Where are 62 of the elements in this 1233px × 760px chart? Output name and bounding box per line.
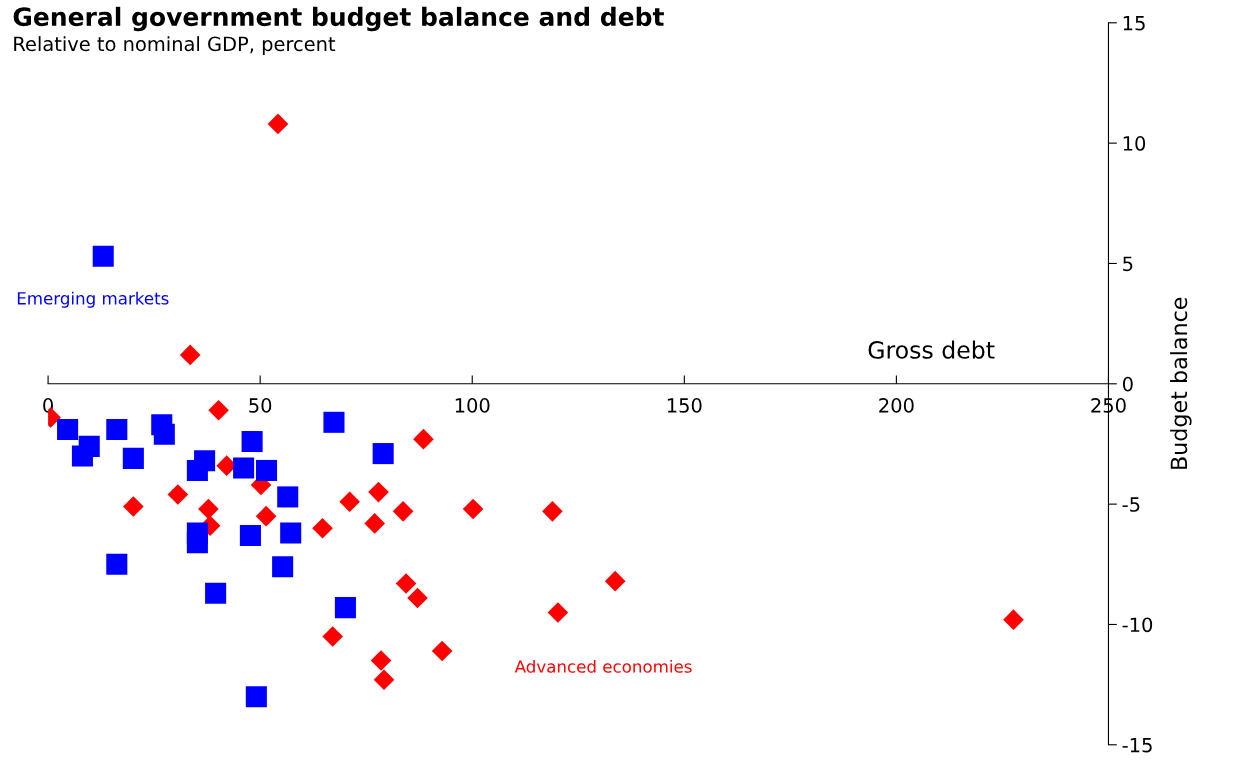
point bbox=[1003, 609, 1024, 630]
text: Relative to nominal GDP, percent bbox=[14, 36, 336, 56]
x-tick-label: 50 bbox=[249, 398, 272, 413]
point bbox=[334, 597, 356, 619]
point bbox=[267, 113, 289, 135]
point bbox=[255, 459, 278, 481]
point bbox=[205, 582, 227, 604]
point bbox=[186, 459, 208, 481]
point bbox=[323, 411, 345, 433]
y-tick-label: 5 bbox=[1123, 256, 1133, 272]
point bbox=[241, 431, 263, 453]
point bbox=[364, 513, 385, 534]
point bbox=[71, 445, 93, 467]
text: Advanced economies bbox=[514, 659, 692, 673]
point bbox=[407, 587, 428, 609]
point bbox=[245, 686, 267, 708]
point bbox=[272, 556, 294, 578]
x-tick-label: 200 bbox=[879, 398, 914, 413]
point bbox=[368, 481, 389, 503]
point bbox=[392, 501, 414, 522]
point bbox=[167, 484, 189, 505]
y-tick-label: -10 bbox=[1122, 617, 1153, 633]
point bbox=[604, 570, 626, 592]
y-axis-title: Budget balance bbox=[1170, 297, 1192, 469]
point bbox=[395, 573, 417, 594]
chart-title: General government budget balance and debt bbox=[13, 6, 664, 32]
point bbox=[431, 640, 453, 662]
point bbox=[123, 496, 144, 517]
point bbox=[542, 501, 563, 522]
point bbox=[280, 522, 302, 544]
point bbox=[462, 498, 484, 520]
point bbox=[239, 524, 261, 546]
point bbox=[106, 418, 128, 441]
point bbox=[255, 505, 277, 527]
y-tick-label: -5 bbox=[1122, 497, 1140, 512]
point bbox=[57, 418, 79, 441]
point bbox=[322, 626, 343, 647]
x-axis-title: Gross debt bbox=[868, 340, 995, 359]
series-label: Emerging markets bbox=[17, 291, 169, 308]
point bbox=[312, 517, 333, 539]
point bbox=[339, 491, 360, 513]
y-tick-label: 15 bbox=[1123, 16, 1145, 31]
point bbox=[233, 457, 255, 479]
point bbox=[92, 245, 114, 267]
point bbox=[547, 602, 569, 623]
point bbox=[198, 498, 219, 520]
point bbox=[186, 532, 208, 554]
y-tick-label: 0 bbox=[1122, 376, 1133, 392]
point bbox=[413, 428, 434, 450]
y-tick-label: 10 bbox=[1123, 136, 1146, 151]
x-tick-label: 100 bbox=[455, 398, 490, 413]
point bbox=[179, 344, 201, 366]
point bbox=[277, 486, 299, 508]
point bbox=[106, 553, 128, 575]
y-tick-label: -15 bbox=[1122, 738, 1152, 753]
point bbox=[370, 650, 392, 671]
point bbox=[373, 669, 395, 691]
point bbox=[372, 443, 394, 465]
point bbox=[153, 423, 175, 445]
point bbox=[208, 399, 229, 421]
x-tick-label: 150 bbox=[667, 398, 702, 413]
point bbox=[122, 447, 144, 469]
